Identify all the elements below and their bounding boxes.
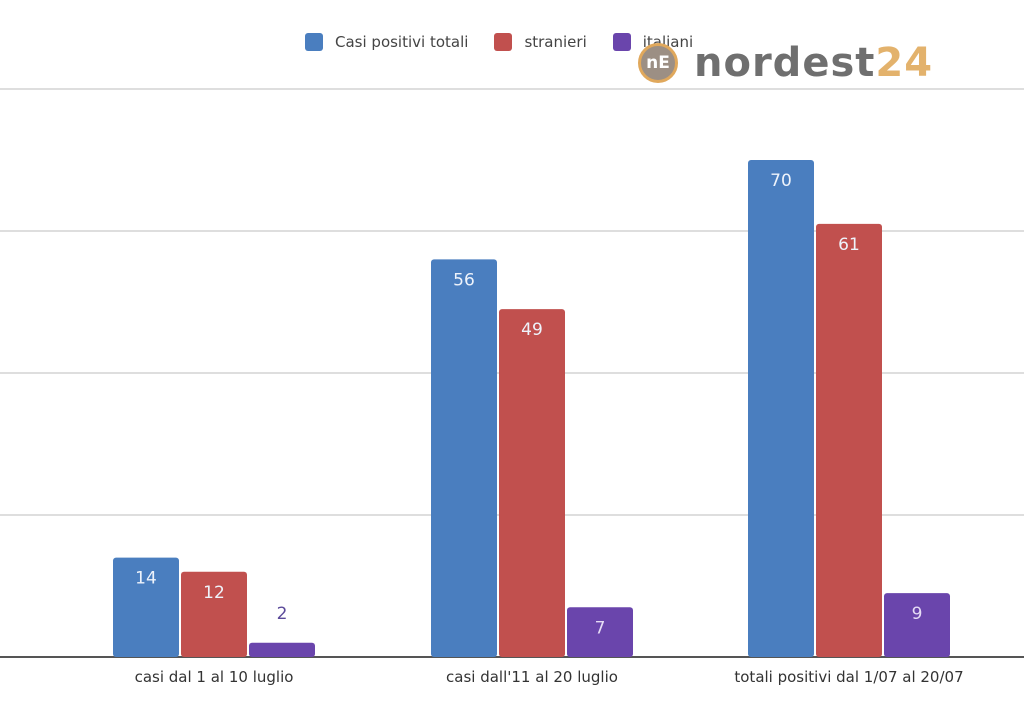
legend-swatch [494,33,513,51]
bar-casi-positivi-totali-3[interactable] [748,160,814,657]
legend-swatch [305,33,323,51]
x-tick-labels: casi dal 1 al 10 luglio casi dall'11 al 2… [135,668,964,686]
bar-casi-positivi-totali-1[interactable] [113,557,179,657]
legend-label: stranieri [524,33,587,51]
data-label: 12 [203,583,225,603]
bar-italiani-2[interactable] [567,607,633,657]
bar-casi-positivi-totali-2[interactable] [431,259,497,657]
legend-swatch [612,33,631,51]
bar-stranieri-2[interactable] [499,309,565,657]
bar-stranieri-1[interactable] [181,571,247,657]
data-label: 49 [521,320,543,340]
data-label: 2 [277,604,288,624]
logo-text-accent: 24 [875,40,934,86]
data-label: 61 [838,235,860,255]
legend-item-totali[interactable]: Casi positivi totali [305,33,468,51]
data-label: 14 [135,569,157,589]
logo-text-main: nordest [694,40,876,86]
bars [113,160,950,657]
data-labels: 14 12 2 56 49 7 70 61 9 [135,171,922,638]
bar-stranieri-3[interactable] [816,223,882,657]
bar-italiani-3[interactable] [884,593,950,657]
legend-item-stranieri[interactable]: stranieri [494,33,587,51]
logo-text: nordest24 [694,40,933,86]
bar-italiani-1[interactable] [249,642,315,657]
logo-badge-icon: nE [638,43,678,83]
data-label: 56 [453,270,475,290]
legend-label: Casi positivi totali [335,33,469,51]
data-label: 70 [770,171,792,191]
x-tick-label: casi dall'11 al 20 luglio [446,668,618,686]
data-label: 7 [595,618,606,638]
nordest24-watermark: nE nordest24 [638,40,933,86]
data-label: 9 [912,604,923,624]
x-tick-label: casi dal 1 al 10 luglio [135,668,294,686]
x-tick-label: totali positivi dal 1/07 al 20/07 [734,668,963,686]
